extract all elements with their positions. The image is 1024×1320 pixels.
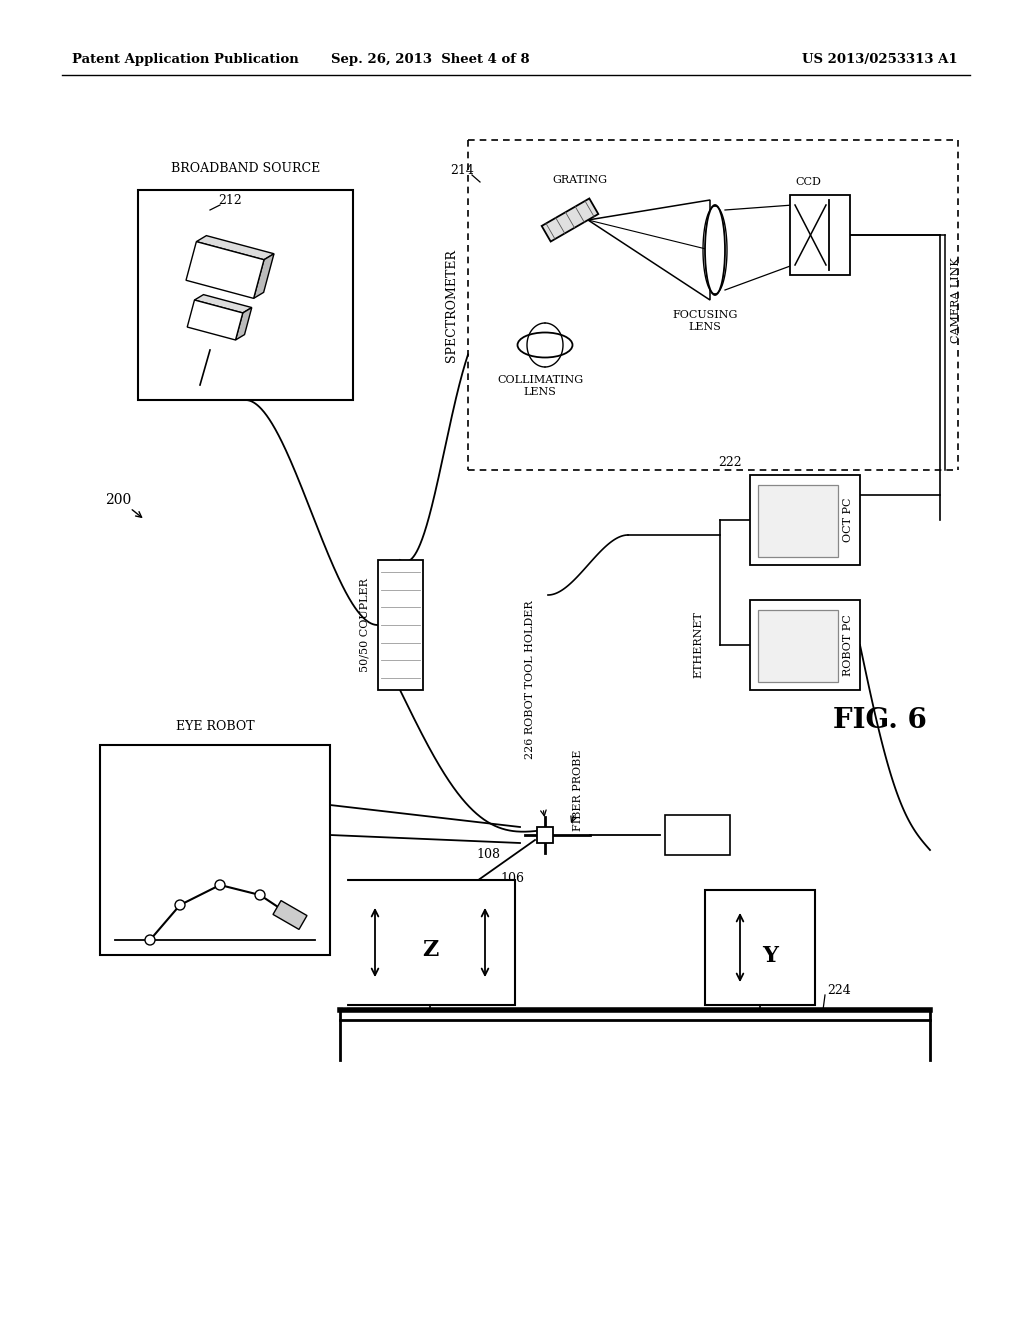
Text: ROBOT PC: ROBOT PC — [843, 614, 853, 676]
Circle shape — [255, 890, 265, 900]
Text: Y: Y — [762, 945, 778, 966]
Text: ETHERNET: ETHERNET — [693, 611, 703, 678]
Text: FIBER PROBE: FIBER PROBE — [573, 750, 583, 830]
Text: Sep. 26, 2013  Sheet 4 of 8: Sep. 26, 2013 Sheet 4 of 8 — [331, 54, 529, 66]
Text: CCD: CCD — [795, 177, 821, 187]
Text: SPECTROMETER: SPECTROMETER — [445, 248, 458, 362]
Text: 212: 212 — [218, 194, 242, 206]
Text: CAMERA LINK: CAMERA LINK — [951, 257, 961, 343]
Text: OCT PC: OCT PC — [843, 498, 853, 543]
Polygon shape — [195, 294, 252, 313]
Text: COLLIMATING
LENS: COLLIMATING LENS — [497, 375, 583, 396]
Text: 200: 200 — [104, 492, 131, 507]
Polygon shape — [187, 300, 243, 341]
Text: FIG. 6: FIG. 6 — [834, 706, 927, 734]
Polygon shape — [273, 900, 307, 929]
Circle shape — [175, 900, 185, 909]
Text: EYE ROBOT: EYE ROBOT — [176, 719, 254, 733]
Polygon shape — [186, 242, 264, 298]
Ellipse shape — [517, 333, 572, 358]
Bar — [705, 890, 815, 1005]
Ellipse shape — [705, 205, 725, 294]
Polygon shape — [588, 201, 710, 300]
Polygon shape — [236, 308, 252, 341]
Bar — [750, 601, 860, 690]
Text: 106: 106 — [500, 871, 524, 884]
Text: 108: 108 — [476, 849, 500, 862]
Bar — [345, 880, 515, 1005]
Text: GRATING: GRATING — [553, 176, 607, 185]
Bar — [790, 195, 850, 275]
Bar — [138, 190, 353, 400]
Text: 214: 214 — [451, 164, 474, 177]
Bar — [758, 610, 838, 682]
Polygon shape — [542, 198, 598, 242]
Text: 224: 224 — [827, 983, 851, 997]
Bar — [378, 560, 423, 690]
Circle shape — [145, 935, 155, 945]
Bar — [758, 484, 838, 557]
Polygon shape — [197, 236, 274, 260]
Text: Patent Application Publication: Patent Application Publication — [72, 54, 299, 66]
Text: 226 ROBOT TOOL HOLDER: 226 ROBOT TOOL HOLDER — [525, 601, 535, 759]
Polygon shape — [254, 253, 274, 298]
Bar — [537, 828, 553, 843]
Text: Z: Z — [422, 940, 438, 961]
Text: US 2013/0253313 A1: US 2013/0253313 A1 — [802, 54, 957, 66]
Text: 222: 222 — [718, 457, 741, 470]
Bar — [665, 814, 730, 855]
Bar — [100, 744, 330, 954]
Circle shape — [215, 880, 225, 890]
Bar — [750, 475, 860, 565]
Text: BROADBAND SOURCE: BROADBAND SOURCE — [171, 162, 321, 176]
Text: FOCUSING
LENS: FOCUSING LENS — [673, 310, 737, 331]
Text: 50/50 COUPLER: 50/50 COUPLER — [359, 578, 370, 672]
